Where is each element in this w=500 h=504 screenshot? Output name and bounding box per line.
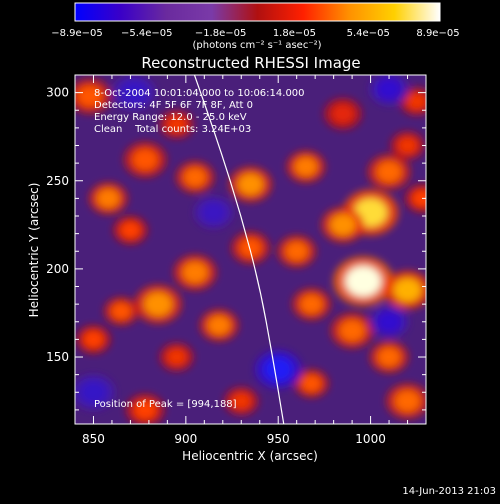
y-tick-label: 200 [46,262,69,276]
emission-blob [80,381,107,404]
emission-blob [182,261,209,284]
emission-blob [201,202,226,223]
annotation-energy-range: Energy Range: 12.0 - 25.0 keV [94,112,247,123]
x-tick-label: 1000 [355,432,386,446]
emission-map [75,75,426,424]
emission-blob [331,103,355,124]
plot-frame [74,74,427,425]
emission-blob [377,311,401,332]
emission-blob [237,173,264,196]
emission-blob [238,237,263,258]
emission-blob [393,277,422,303]
colorbar-tick-label: −8.9e−05 [51,28,103,39]
emission-blob [263,357,293,382]
y-axis-label: Heliocentric Y (arcsec) [27,183,41,318]
emission-blob [377,79,401,100]
emission-blob [143,291,173,317]
emission-blob [132,148,159,171]
annotation-peak-position: Position of Peak = [994,188] [94,399,237,410]
emission-blob [133,399,157,420]
colorbar-units-label: (photons cm⁻² s⁻¹ asec⁻²) [192,40,321,51]
emission-blob [397,136,418,155]
annotation-detectors: Detectors: 4F 5F 6F 7F 8F, Att 0 [94,100,253,111]
emission-blob [230,392,252,410]
emission-blob [294,156,318,177]
emission-blob [299,294,324,315]
chart-title: Reconstructed RHESSI Image [141,54,360,72]
emission-blob [339,319,366,342]
emission-blob [76,85,103,108]
emission-blob [120,221,141,239]
emission-blob [96,188,120,209]
emission-blob [329,213,356,236]
colorbar-tick-label: −5.4e−05 [121,28,173,39]
colorbar-tick-label: −1.8e−05 [195,28,247,39]
emission-blob [110,302,132,321]
colorbar-tick-label: 5.4e−05 [347,28,390,39]
emission-blob [377,347,401,367]
emission-blob [411,189,426,208]
x-tick-label: 900 [174,432,197,446]
emission-blob [121,81,148,104]
x-tick-label: 850 [82,432,105,446]
image-area [75,75,426,424]
x-tick-label: 950 [267,432,290,446]
emission-blob [207,315,231,336]
annotation-time-range: 8-Oct-2004 10:01:04.000 to 10:06:14.000 [94,88,305,99]
colorbar-tick-label: 1.8e−05 [273,28,316,39]
emission-blob [345,265,382,297]
emission-blob [166,348,187,366]
x-axis-label: Heliocentric X (arcsec) [182,449,318,463]
annotation-clean-counts: Clean Total counts: 3.24E+03 [94,124,251,135]
emission-blob [166,115,187,134]
emission-blob [83,330,104,349]
emission-blob [394,390,421,413]
footer-timestamp: 14-Jun-2013 21:03 [402,486,496,497]
emission-blob [285,241,309,262]
y-axis-ticks: 150 200 250 300 [46,74,426,411]
y-tick-label: 250 [46,174,69,188]
x-axis-ticks: 850 900 950 1000 [82,75,427,446]
solar-limb-curve [193,75,285,424]
colorbar-tick-label: 8.9e−05 [416,28,459,39]
y-tick-label: 150 [46,350,69,364]
emission-blob [406,92,426,111]
colorbar [74,2,441,22]
emission-blob [301,374,322,393]
emission-blob [183,167,207,188]
colorbar-ticks: −8.9e−05 −5.4e−05 −1.8e−05 1.8e−05 5.4e−05 8.… [51,28,459,39]
y-tick-label: 300 [46,86,69,100]
emission-blob [376,160,402,184]
